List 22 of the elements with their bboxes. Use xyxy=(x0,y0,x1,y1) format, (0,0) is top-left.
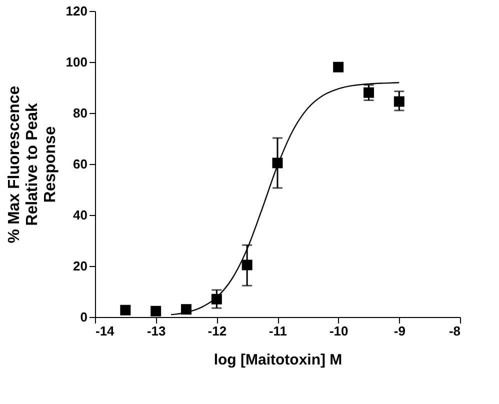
y-tick-label: 0 xyxy=(80,310,88,324)
y-tick-label: 120 xyxy=(66,4,88,18)
point xyxy=(150,306,162,316)
point xyxy=(120,304,131,316)
y-tick-label: 40 xyxy=(73,208,88,222)
x-tick-label: -9 xyxy=(394,324,406,338)
point xyxy=(333,62,344,72)
x-tick-label: -14 xyxy=(96,324,116,338)
y-tick-label: 100 xyxy=(66,54,88,70)
y-tick-label: 20 xyxy=(73,258,88,274)
point xyxy=(242,260,252,270)
x-tick-label: -13 xyxy=(146,324,166,338)
point xyxy=(394,96,404,107)
y-axis-title: % Max Fluorescence Relative to Peak Response xyxy=(6,86,59,244)
x-tick-label: -12 xyxy=(208,324,227,338)
y-tick-label: 60 xyxy=(73,156,88,172)
x-axis-title: log [Maitotoxin] M xyxy=(214,352,342,368)
y-tick-label: 80 xyxy=(73,106,88,120)
x-tick-label: -8 xyxy=(448,324,460,338)
point xyxy=(364,87,374,98)
x-tick-label: -10 xyxy=(329,324,348,338)
x-tick-label: -11 xyxy=(268,324,288,338)
